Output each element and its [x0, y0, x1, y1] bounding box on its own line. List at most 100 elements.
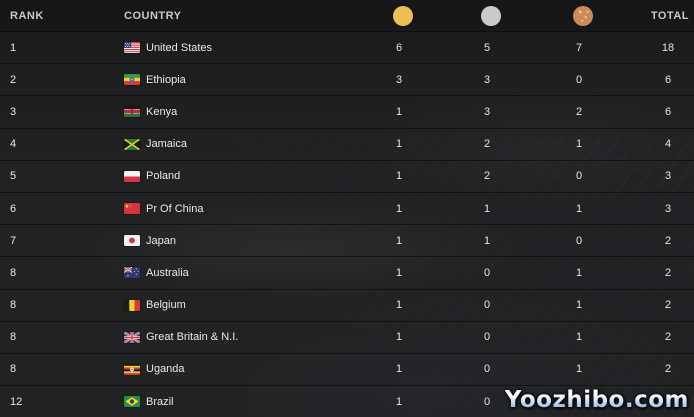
flag-ug-icon [124, 363, 140, 375]
total-count: 2 [664, 363, 672, 376]
silver-count: 0 [483, 299, 491, 312]
flag-gb-icon [124, 331, 140, 343]
country-name: Great Britain & N.I. [146, 331, 239, 344]
silver-count: 2 [483, 138, 491, 151]
gold-count: 6 [395, 41, 403, 54]
gold-count: 1 [395, 138, 403, 151]
silver-column-header [438, 5, 536, 26]
silver-count: 2 [483, 170, 491, 183]
bronze-column-header [536, 5, 622, 26]
country-name: Pr Of China [146, 202, 204, 215]
table-row[interactable]: 5 Poland 1 2 0 3 [0, 159, 694, 192]
table-row[interactable]: 8 Uganda 1 0 1 2 [0, 352, 694, 386]
silver-count: 0 [483, 363, 491, 376]
bronze-count: 1 [575, 266, 583, 279]
table-row[interactable]: 2 Ethiopia 3 3 0 6 [0, 63, 694, 96]
country-cell: United States [114, 42, 360, 54]
country-cell: Brazil [114, 396, 360, 408]
country-cell: Great Britain & N.I. [114, 331, 360, 343]
table-row[interactable]: 8 Great Britain & N.I. 1 0 1 2 [0, 320, 694, 353]
total-count: 2 [664, 234, 672, 247]
flag-au-icon [124, 267, 140, 279]
table-body: 1 United States 6 5 7 18 2 Ethiopia 3 3 … [0, 31, 694, 417]
flag-jp-icon [124, 235, 140, 247]
table-row[interactable]: 1 United States 6 5 7 18 [0, 31, 694, 64]
country-name: Uganda [146, 363, 185, 376]
silver-count: 3 [483, 105, 491, 118]
gold-count: 1 [395, 170, 403, 183]
gold-count: 1 [395, 266, 403, 279]
gold-count: 1 [395, 234, 403, 247]
bronze-count: 1 [575, 299, 583, 312]
bronze-count: 1 [575, 202, 583, 215]
table-row[interactable]: 8 Australia 1 0 1 2 [0, 256, 694, 289]
country-name: Japan [146, 234, 176, 247]
table-row[interactable]: 8 Belgium 1 0 1 2 [0, 288, 694, 321]
bronze-count: 2 [575, 105, 583, 118]
rank-cell: 7 [10, 234, 17, 247]
country-cell: Poland [114, 170, 360, 182]
bronze-count: 0 [575, 170, 583, 183]
country-name: Brazil [146, 395, 174, 408]
total-count: 4 [664, 138, 672, 151]
bronze-count: 1 [575, 363, 583, 376]
gold-count: 1 [395, 105, 403, 118]
country-name: Belgium [146, 299, 186, 312]
watermark-logo: Yoozhibo.com [504, 387, 689, 413]
bronze-medal-icon [573, 5, 593, 26]
flag-jm-icon [124, 138, 140, 150]
rank-column-header: RANK [10, 9, 44, 22]
flag-cn-icon [124, 203, 140, 215]
silver-count: 0 [483, 266, 491, 279]
bronze-count: 0 [575, 73, 583, 86]
gold-medal-icon [393, 5, 413, 26]
country-cell: Ethiopia [114, 74, 360, 86]
silver-count: 3 [483, 73, 491, 86]
country-cell: Kenya [114, 106, 360, 118]
country-cell: Uganda [114, 363, 360, 375]
rank-cell: 6 [10, 202, 17, 215]
flag-et-icon [124, 74, 140, 86]
gold-count: 1 [395, 331, 403, 344]
gold-column-header [360, 5, 438, 26]
silver-count: 1 [483, 234, 491, 247]
country-name: Kenya [146, 105, 178, 118]
rank-cell: 3 [10, 105, 17, 118]
table-row[interactable]: 12 Brazil 1 0 [0, 385, 694, 417]
gold-count: 1 [395, 299, 403, 312]
country-cell: Belgium [114, 299, 360, 311]
country-cell: Australia [114, 267, 360, 279]
country-name: Jamaica [146, 138, 187, 151]
silver-count: 1 [483, 202, 491, 215]
country-cell: Jamaica [114, 138, 360, 150]
rank-cell: 2 [10, 73, 17, 86]
table-row[interactable]: 3 Kenya 1 3 2 6 [0, 95, 694, 128]
total-count: 6 [664, 73, 672, 86]
country-name: Poland [146, 170, 181, 183]
table-row[interactable]: 6 Pr Of China 1 1 1 3 [0, 191, 694, 225]
table-row[interactable]: 4 Jamaica 1 2 1 4 [0, 127, 694, 160]
rank-cell: 1 [10, 41, 17, 54]
total-count: 18 [661, 41, 675, 54]
total-count: 2 [664, 331, 672, 344]
country-name: Ethiopia [146, 73, 186, 86]
flag-ke-icon [124, 106, 140, 118]
silver-count: 5 [483, 41, 491, 54]
silver-medal-icon [481, 5, 501, 26]
flag-br-icon [124, 396, 140, 408]
table-row[interactable]: 7 Japan 1 1 0 2 [0, 224, 694, 257]
total-column-header: TOTAL [650, 9, 689, 22]
country-name: United States [146, 41, 213, 54]
flag-pl-icon [124, 170, 140, 182]
gold-count: 3 [395, 73, 403, 86]
rank-cell: 8 [10, 331, 17, 344]
rank-cell: 8 [10, 266, 17, 279]
total-count: 3 [664, 170, 672, 183]
bronze-count: 7 [575, 41, 583, 54]
bronze-count: 0 [575, 234, 583, 247]
country-name: Australia [146, 266, 189, 279]
flag-be-icon [124, 299, 140, 311]
